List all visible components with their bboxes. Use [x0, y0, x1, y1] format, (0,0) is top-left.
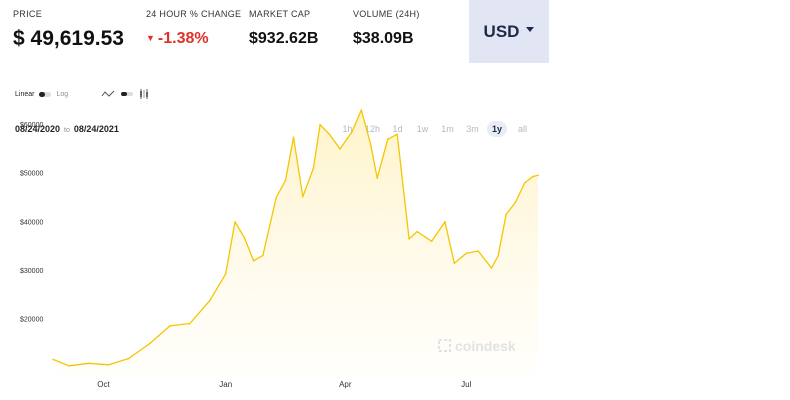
- range-button-3m[interactable]: 3m: [466, 124, 479, 134]
- chart-panel: Linear Log 08/24/2020 to 08/24/2021 1h 12h…: [0, 73, 548, 400]
- currency-selector[interactable]: USD: [469, 0, 549, 63]
- stats-bar: PRICE $ 49,619.53 24 HOUR % CHANGE ▼ -1.3…: [0, 0, 548, 64]
- currency-label: USD: [483, 21, 520, 41]
- volume-label: VOLUME (24H): [353, 9, 420, 19]
- caret-down-icon: [526, 27, 535, 32]
- scale-switch[interactable]: [39, 92, 52, 97]
- chart-type-switcher: [101, 88, 155, 100]
- price-label: PRICE: [13, 9, 43, 19]
- change-value: -1.38%: [157, 30, 209, 47]
- scale-log-label[interactable]: Log: [56, 91, 69, 98]
- date-start[interactable]: 08/24/2020: [15, 124, 61, 134]
- range-buttons: 1h 12h 1d 1w 1m 3m 1y all: [335, 121, 535, 137]
- candlestick-icon[interactable]: [139, 88, 149, 100]
- range-button-1d[interactable]: 1d: [392, 124, 403, 134]
- change-label: 24 HOUR % CHANGE: [146, 9, 242, 19]
- date-range[interactable]: 08/24/2020 to 08/24/2021: [15, 124, 119, 134]
- date-end[interactable]: 08/24/2021: [73, 124, 119, 134]
- line-chart-icon[interactable]: [101, 90, 115, 98]
- marketcap-value: $932.62B: [249, 30, 319, 47]
- volume-value: $38.09B: [353, 30, 414, 47]
- marketcap-label: MARKET CAP: [249, 9, 311, 19]
- range-button-1w[interactable]: 1w: [416, 124, 429, 134]
- date-to: to: [64, 127, 70, 134]
- change-value-wrap: ▼ -1.38%: [146, 30, 209, 48]
- down-arrow-icon: ▼: [146, 33, 155, 43]
- range-button-1h[interactable]: 1h: [342, 124, 353, 134]
- range-button-1m[interactable]: 1m: [441, 124, 454, 134]
- range-button-1y[interactable]: 1y: [487, 121, 507, 137]
- range-button-all[interactable]: all: [517, 124, 527, 134]
- scale-linear-label[interactable]: Linear: [15, 91, 35, 98]
- scale-toggle[interactable]: Linear Log: [15, 91, 68, 98]
- price-value: $ 49,619.53: [13, 27, 124, 50]
- range-button-12h[interactable]: 12h: [364, 124, 381, 134]
- toggle-icon[interactable]: [121, 91, 133, 97]
